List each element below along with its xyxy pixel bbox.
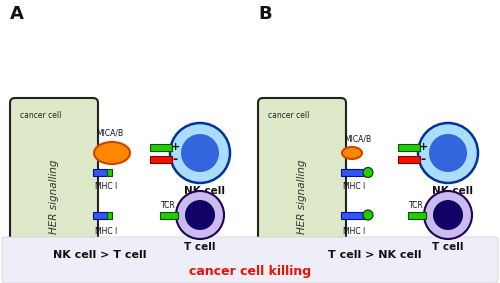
Text: MICA/B: MICA/B <box>344 134 371 143</box>
FancyBboxPatch shape <box>107 211 112 218</box>
FancyBboxPatch shape <box>107 169 112 176</box>
FancyBboxPatch shape <box>93 211 107 218</box>
Text: -: - <box>172 153 178 166</box>
Text: -: - <box>420 153 426 166</box>
FancyBboxPatch shape <box>341 211 363 218</box>
Text: MHC I: MHC I <box>95 228 117 237</box>
FancyBboxPatch shape <box>2 237 498 283</box>
Text: MHC I: MHC I <box>343 228 365 237</box>
Text: TCR: TCR <box>409 200 424 209</box>
FancyBboxPatch shape <box>341 169 363 176</box>
Circle shape <box>181 134 219 172</box>
Text: TCR: TCR <box>161 200 176 209</box>
FancyBboxPatch shape <box>258 98 346 260</box>
FancyBboxPatch shape <box>398 143 420 151</box>
FancyBboxPatch shape <box>363 169 368 176</box>
Text: MICA/B: MICA/B <box>96 129 123 138</box>
Text: cancer cell killing: cancer cell killing <box>189 265 311 278</box>
Text: A: A <box>10 5 24 23</box>
Circle shape <box>170 123 230 183</box>
Text: +: + <box>418 142 428 152</box>
FancyBboxPatch shape <box>160 211 178 218</box>
Text: NK cell: NK cell <box>184 186 226 196</box>
Text: T cell: T cell <box>184 242 216 252</box>
Text: B: B <box>258 5 272 23</box>
FancyBboxPatch shape <box>150 155 172 162</box>
Text: MHC I: MHC I <box>343 182 365 191</box>
Circle shape <box>363 168 373 177</box>
Text: MHC I: MHC I <box>95 182 117 191</box>
Text: T cell > NK cell: T cell > NK cell <box>328 250 422 260</box>
FancyBboxPatch shape <box>93 169 107 176</box>
Circle shape <box>176 191 224 239</box>
FancyBboxPatch shape <box>398 155 420 162</box>
Circle shape <box>424 191 472 239</box>
Text: NK cell > T cell: NK cell > T cell <box>53 250 147 260</box>
Circle shape <box>185 200 215 230</box>
FancyBboxPatch shape <box>408 211 426 218</box>
Circle shape <box>363 210 373 220</box>
FancyBboxPatch shape <box>150 143 172 151</box>
Text: HER signalling: HER signalling <box>297 160 307 235</box>
Circle shape <box>418 123 478 183</box>
Ellipse shape <box>342 147 362 159</box>
Text: +: + <box>170 142 179 152</box>
FancyBboxPatch shape <box>363 211 368 218</box>
Text: cancer cell: cancer cell <box>20 111 61 120</box>
Text: NK cell: NK cell <box>432 186 474 196</box>
Circle shape <box>429 134 467 172</box>
Ellipse shape <box>94 142 130 164</box>
Circle shape <box>433 200 463 230</box>
Text: cancer cell: cancer cell <box>268 111 310 120</box>
FancyBboxPatch shape <box>10 98 98 260</box>
Text: HER signalling: HER signalling <box>49 160 59 235</box>
Text: T cell: T cell <box>432 242 464 252</box>
